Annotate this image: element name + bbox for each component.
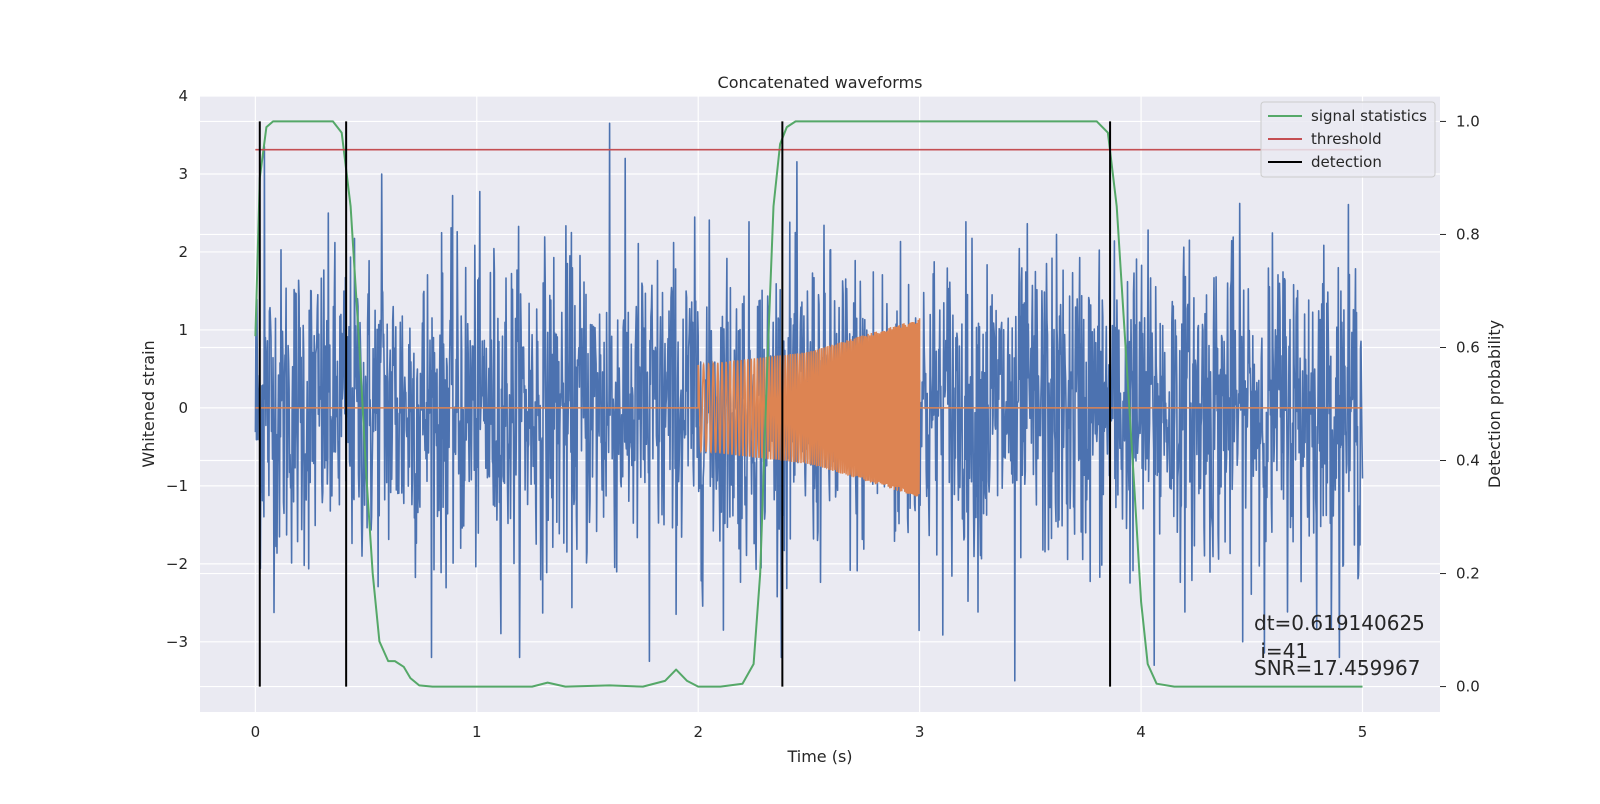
annotation-index: i=41 xyxy=(1254,639,1308,663)
x-tick-label: 5 xyxy=(1358,723,1368,741)
y2-tick-label: 0.4 xyxy=(1456,452,1480,470)
x-tick-label: 2 xyxy=(693,723,703,741)
y2-tick-label: 0.2 xyxy=(1456,565,1480,583)
y-tick-label: 1 xyxy=(178,321,188,339)
y2-axis-label: Detection probability xyxy=(1485,320,1504,488)
y-tick-label: 4 xyxy=(178,87,188,105)
y-tick-label: 0 xyxy=(178,399,188,417)
annotation-dt: dt=0.619140625 xyxy=(1254,611,1425,635)
waveform-series xyxy=(255,318,1363,497)
legend-box xyxy=(1260,101,1436,178)
x-tick-label: 1 xyxy=(472,723,482,741)
legend-label-threshold: threshold xyxy=(1311,130,1382,148)
x-tick-label: 4 xyxy=(1136,723,1146,741)
legend-label-signal-statistics: signal statistics xyxy=(1311,107,1427,125)
annotations: dt=0.619140625 i=41 SNR=17.459967 xyxy=(1254,611,1425,680)
y-tick-label: 3 xyxy=(178,165,188,183)
legend-label-detection: detection xyxy=(1311,153,1382,171)
annotation-snr: SNR=17.459967 xyxy=(1254,656,1420,680)
probability-series xyxy=(254,120,1363,688)
legend: signal statistics threshold detection xyxy=(1260,101,1436,178)
y2-tick-label: 1.0 xyxy=(1456,112,1480,130)
y-tick-label: −3 xyxy=(166,633,188,651)
chart-title: Concatenated waveforms xyxy=(718,73,923,92)
x-tick-label: 3 xyxy=(915,723,925,741)
ticks: 0 1 2 3 4 5 −3 −2 −1 0 1 2 3 4 0.0 0.2 0.4 0.6 0.8 1.0 xyxy=(166,87,1480,741)
y-tick-label: −1 xyxy=(166,477,188,495)
x-axis-label: Time (s) xyxy=(786,747,852,766)
y2-tick-label: 0.6 xyxy=(1456,338,1480,356)
x-tick-label: 0 xyxy=(251,723,261,741)
y-tick-label: −2 xyxy=(166,555,188,573)
y2-tick-label: 0.8 xyxy=(1456,225,1480,243)
waveform-line xyxy=(255,318,1363,497)
y-tick-label: 2 xyxy=(178,243,188,261)
y-axis-label: Whitened strain xyxy=(139,340,158,467)
y2-tick-label: 0.0 xyxy=(1456,678,1480,696)
